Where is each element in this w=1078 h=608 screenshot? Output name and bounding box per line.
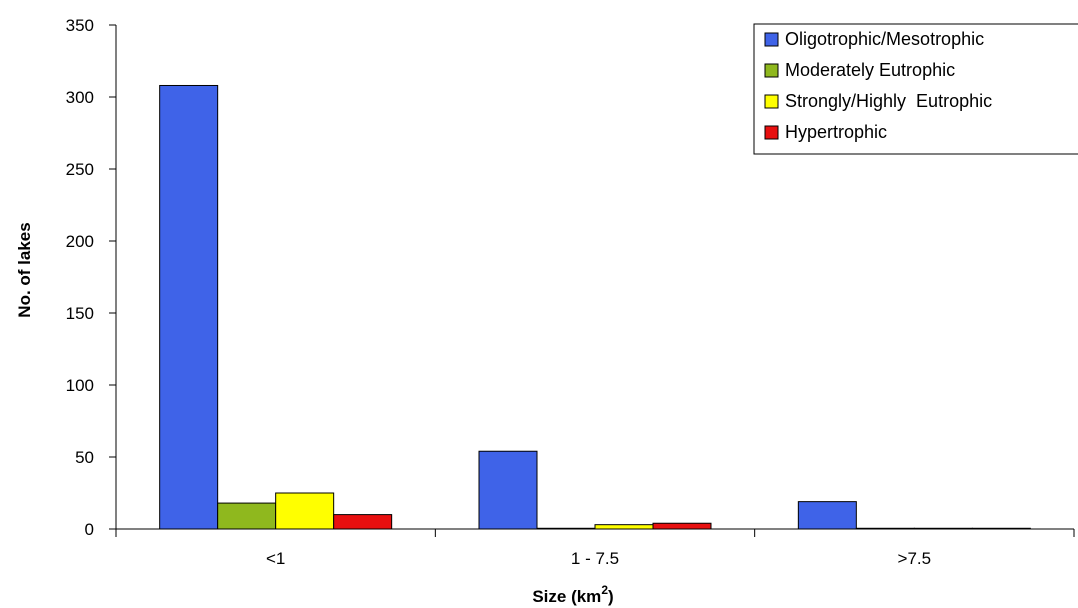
y-tick-label: 200 (66, 232, 94, 251)
bar (536, 527, 596, 530)
bar (594, 524, 654, 530)
y-tick-label: 250 (66, 160, 94, 179)
x-axis: <1 1 - 7.5 >7.5 (115, 528, 1075, 568)
x-tick-label: >7.5 (898, 549, 932, 568)
bar (159, 84, 219, 530)
bar (275, 492, 335, 530)
legend-swatch (764, 125, 779, 140)
bar (855, 527, 915, 530)
legend-label: Oligotrophic/Mesotrophic (785, 29, 984, 49)
legend-label: Hypertrophic (785, 122, 887, 142)
y-axis: 0 50 100 150 200 250 300 350 (66, 16, 117, 539)
bar (797, 501, 857, 530)
bar (913, 527, 973, 530)
y-tick-label: 100 (66, 376, 94, 395)
y-tick-label: 50 (75, 448, 94, 467)
legend-swatch (764, 63, 779, 78)
bar (333, 514, 393, 530)
bar (971, 527, 1031, 530)
bar (652, 522, 712, 530)
x-axis-title: Size (km2) (532, 583, 613, 606)
x-axis-title-superscript: 2 (601, 583, 608, 597)
bar (217, 502, 277, 530)
bars (159, 84, 1031, 530)
y-tick-label: 300 (66, 88, 94, 107)
legend-swatch (764, 32, 779, 47)
x-tick-label: <1 (266, 549, 285, 568)
y-tick-label: 0 (85, 520, 94, 539)
y-axis-title: No. of lakes (15, 222, 34, 317)
legend-box (753, 23, 1078, 155)
legend-swatch (764, 94, 779, 109)
bar (478, 450, 538, 530)
legend: Oligotrophic/Mesotrophic Moderately Eutro… (753, 23, 1078, 155)
legend-label: Strongly/Highly Eutrophic (785, 91, 992, 111)
y-tick-label: 150 (66, 304, 94, 323)
y-tick-label: 350 (66, 16, 94, 35)
x-tick-label: 1 - 7.5 (571, 549, 619, 568)
legend-label: Moderately Eutrophic (785, 60, 955, 80)
